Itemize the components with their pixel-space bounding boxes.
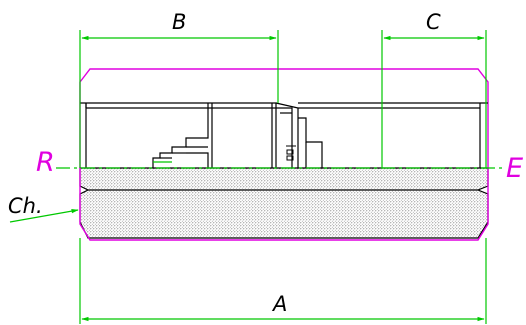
chamfer-label: Ch. [8,194,43,218]
hex-body-section [79,167,489,239]
right-end-label: E [506,153,523,184]
internal-profile [80,102,488,168]
dimension-label-a: A [271,292,287,316]
thread-detail [286,145,296,161]
dimension-label-c: C [426,10,441,34]
chamfer-leader [9,208,79,223]
dimension-label-b: B [172,10,186,34]
left-end-label: R [36,147,55,178]
hex-outline [79,68,489,241]
extension-lines [79,30,487,324]
